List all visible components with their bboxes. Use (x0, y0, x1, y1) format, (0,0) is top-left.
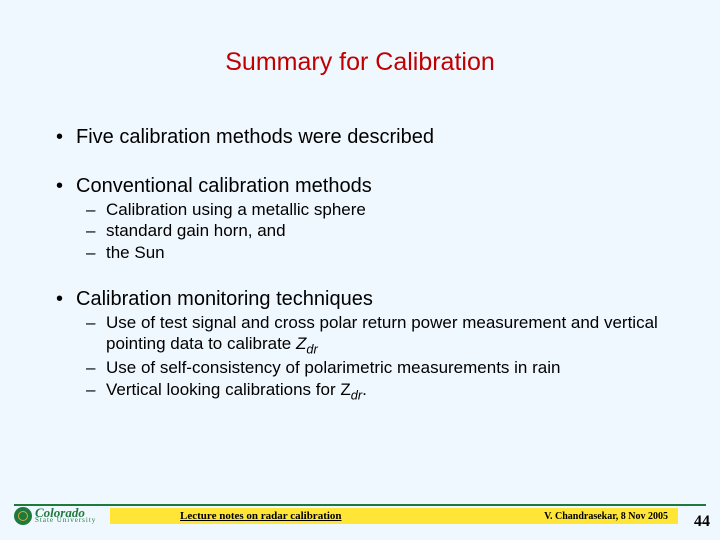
sub-bullet-text: standard gain horn, and (106, 221, 286, 240)
logo-text: Colorado State University (35, 508, 96, 524)
footer-center-text: Lecture notes on radar calibration (180, 510, 342, 522)
sub-bullet-text: Use of self-consistency of polarimetric … (106, 358, 560, 377)
footer-divider (14, 504, 706, 506)
var-subscript: dr (306, 341, 317, 356)
footer-bar: Lecture notes on radar calibration V. Ch… (110, 508, 678, 524)
var-subscript: dr (351, 387, 362, 402)
bullet-item: Conventional calibration methods (50, 174, 680, 199)
sub-bullet-text: Calibration using a metallic sphere (106, 200, 366, 219)
sub-bullet-item: Vertical looking calibrations for Zdr. (50, 379, 680, 403)
sub-bullet-item: Use of test signal and cross polar retur… (50, 312, 680, 358)
sub-bullet-text: Use of test signal and cross polar retur… (106, 313, 658, 353)
sub-bullet-item: the Sun (50, 242, 680, 263)
sub-bullet-item: Calibration using a metallic sphere (50, 199, 680, 220)
slide: Summary for Calibration Five calibration… (0, 0, 720, 540)
bullet-item: Five calibration methods were described (50, 125, 680, 150)
sub-bullet-item: Use of self-consistency of polarimetric … (50, 357, 680, 378)
var-z: Z (296, 334, 306, 353)
slide-footer: Colorado State University Lecture notes … (0, 504, 720, 530)
page-number: 44 (694, 513, 710, 531)
logo-badge-icon (14, 507, 32, 525)
university-logo: Colorado State University (14, 506, 110, 526)
bullet-text: Conventional calibration methods (76, 175, 372, 197)
bullet-item: Calibration monitoring techniques (50, 287, 680, 312)
logo-sub: State University (35, 518, 96, 524)
period: . (362, 380, 367, 399)
bullet-group: Calibration monitoring techniques Use of… (50, 287, 680, 403)
sub-bullet-item: standard gain horn, and (50, 220, 680, 241)
footer-right-text: V. Chandrasekar, 8 Nov 2005 (544, 511, 668, 522)
slide-title: Summary for Calibration (40, 48, 680, 77)
bullet-text: Calibration monitoring techniques (76, 288, 373, 310)
bullet-group: Conventional calibration methods Calibra… (50, 174, 680, 263)
sub-bullet-text: Vertical looking calibrations for Z (106, 380, 351, 399)
sub-bullet-text: the Sun (106, 243, 165, 262)
slide-content: Five calibration methods were described … (40, 125, 680, 403)
bullet-text: Five calibration methods were described (76, 126, 434, 148)
